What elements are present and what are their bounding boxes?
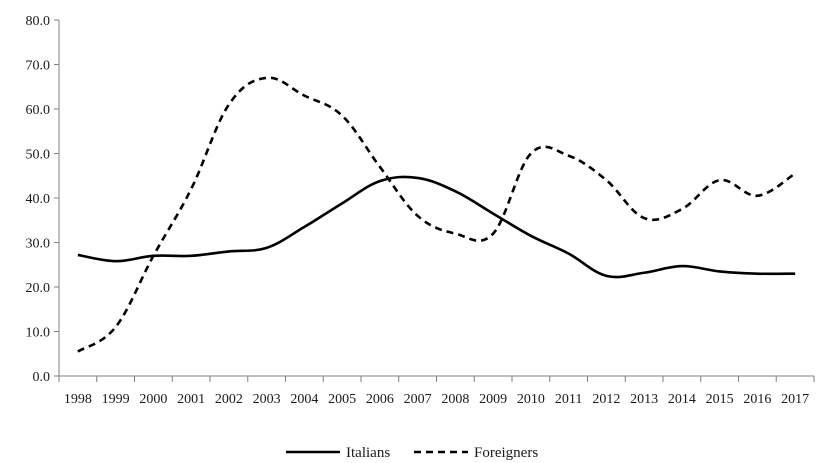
x-tick-label: 2007 [404, 392, 432, 407]
series-line-foreigners [77, 76, 796, 353]
y-tick-label: 20.0 [26, 281, 51, 296]
x-axis: 1998 1999 2000 2001 2002 2003 2004 2005 2006 2007… [58, 375, 815, 407]
y-tick-label: 30.0 [26, 237, 51, 252]
x-tick-labels: 1998 1999 2000 2001 2002 2003 2004 2005 2006 2007… [58, 376, 815, 407]
legend: Italians Foreigners [286, 445, 538, 461]
x-tick-label: 2011 [555, 392, 582, 407]
x-tick-label: 2012 [592, 392, 620, 407]
x-tick-label: 2009 [479, 392, 507, 407]
y-tick-label: 40.0 [26, 192, 51, 207]
legend-label-italians: Italians [346, 445, 390, 461]
y-tick-labels: 0.0 10.0 20.0 30.0 40.0 50.0 60.0 70.0 80.0 [26, 14, 59, 385]
y-tick-label: 0.0 [33, 370, 51, 385]
x-tick-label: 2002 [215, 392, 243, 407]
x-tick-label: 2017 [781, 392, 809, 407]
x-tick-label: 2008 [441, 392, 469, 407]
y-tick-label: 80.0 [26, 14, 51, 29]
y-tick-label: 10.0 [26, 326, 51, 341]
x-tick-label: 2014 [668, 392, 696, 407]
x-tick-label: 2013 [630, 392, 658, 407]
x-tick-label: 2015 [706, 392, 734, 407]
x-tick-label: 2016 [743, 392, 771, 407]
x-tick-label: 2004 [290, 392, 318, 407]
y-tick-label: 50.0 [26, 148, 51, 163]
x-tick-label: 2000 [139, 392, 167, 407]
x-tick-label: 2010 [517, 392, 545, 407]
y-tick-label: 70.0 [26, 59, 51, 74]
legend-label-foreigners: Foreigners [474, 445, 538, 461]
x-tick-label: 2005 [328, 392, 356, 407]
x-tick-label: 1999 [102, 392, 130, 407]
series-line-italians [77, 175, 796, 279]
y-axis: 0.0 10.0 20.0 30.0 40.0 50.0 60.0 70.0 80.0 [26, 14, 60, 385]
x-tick-label: 2003 [253, 392, 281, 407]
x-tick-label: 1998 [64, 392, 92, 407]
y-tick-label: 60.0 [26, 103, 51, 118]
plot-area [77, 76, 796, 353]
x-tick-label: 2001 [177, 392, 205, 407]
x-tick-label: 2006 [366, 392, 394, 407]
